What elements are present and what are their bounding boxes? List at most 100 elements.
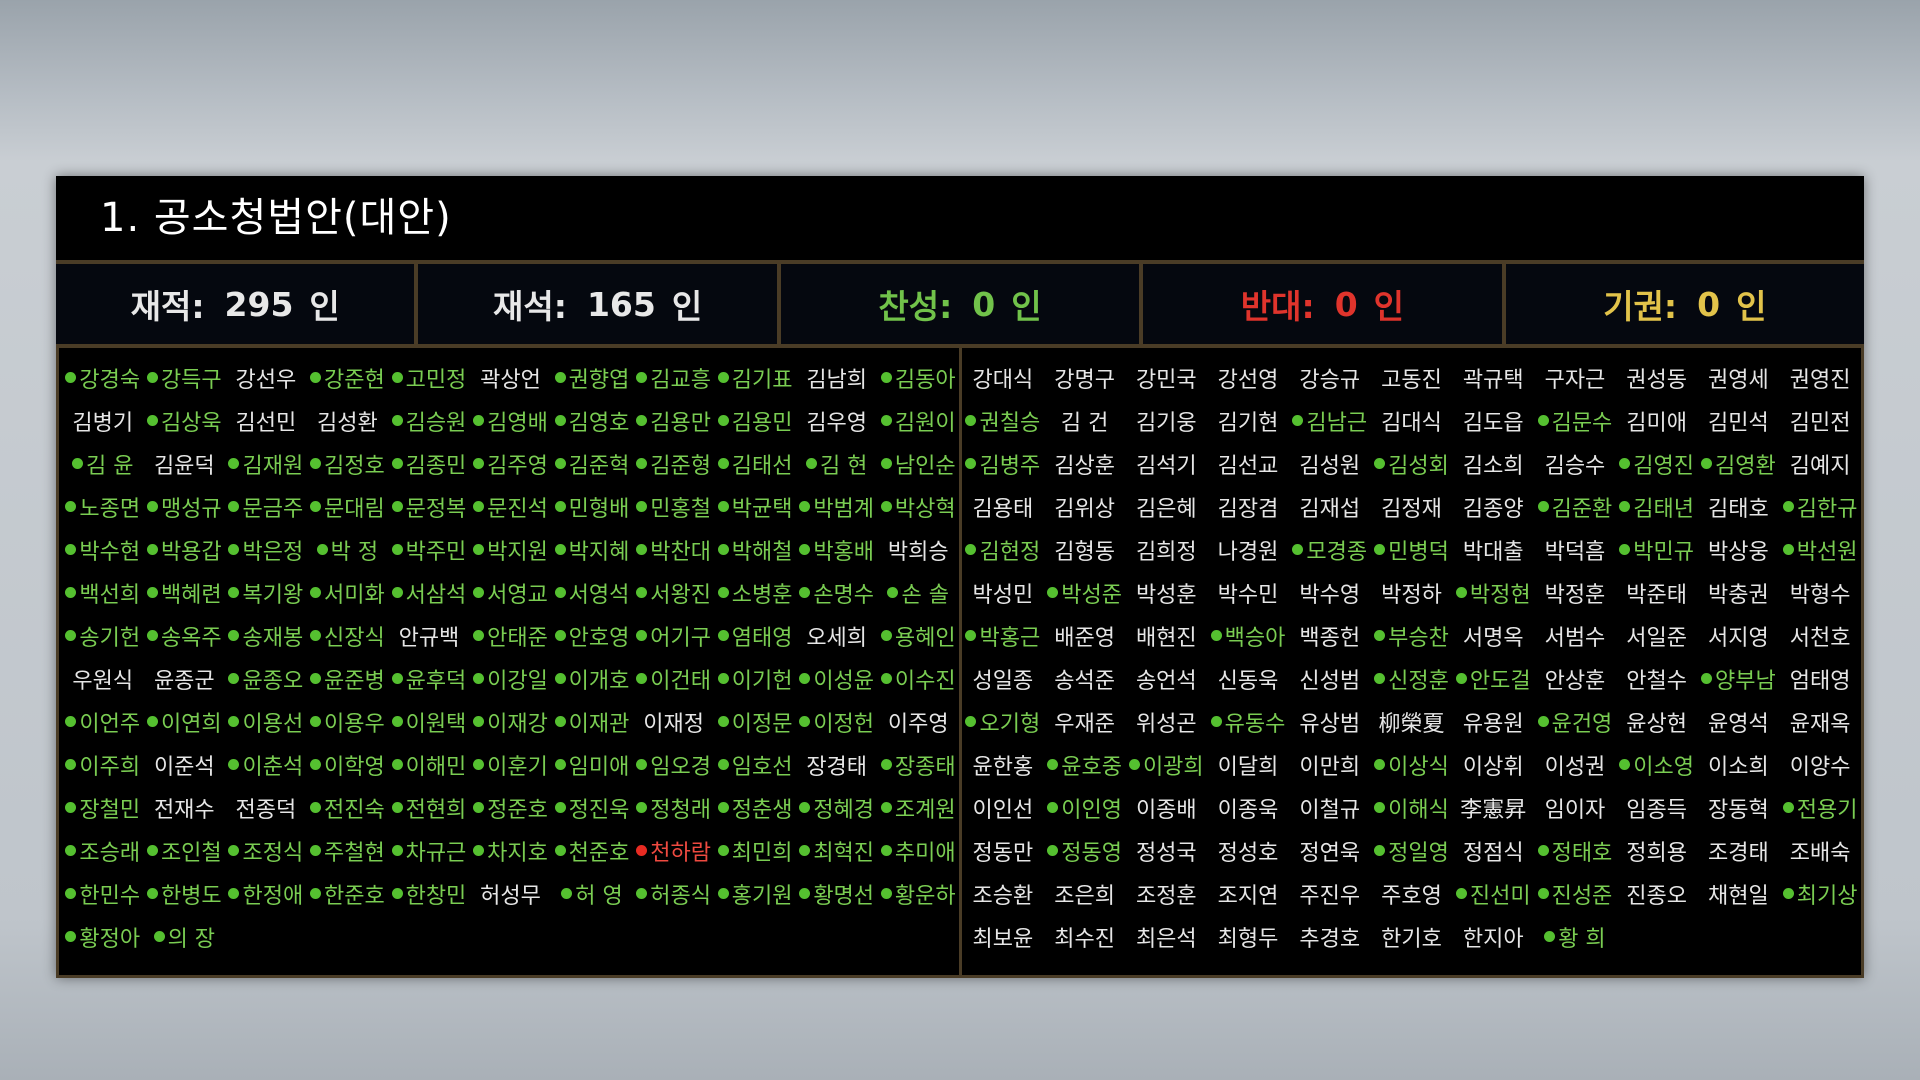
member-name: 송석준 bbox=[1054, 668, 1115, 694]
member-name: 송재봉 bbox=[242, 625, 304, 651]
member-cell: 남인순 bbox=[877, 442, 959, 485]
member-cell: 박홍근 bbox=[962, 614, 1044, 657]
member-cell: 박수민 bbox=[1207, 571, 1289, 614]
member-name: 이광희 bbox=[1142, 754, 1204, 780]
member-cell: 이해민 bbox=[388, 743, 470, 786]
member-name: 백선희 bbox=[79, 582, 141, 608]
member-name: 강대식 bbox=[972, 367, 1034, 393]
member-cell: 김종민 bbox=[388, 442, 470, 485]
stat-present-value: 165 bbox=[586, 284, 656, 324]
member-cell: 이상식 bbox=[1371, 743, 1453, 786]
vote-dot-icon bbox=[473, 845, 485, 856]
vote-dot-icon bbox=[391, 802, 403, 813]
vote-dot-icon bbox=[473, 716, 485, 727]
member-name: 김승수 bbox=[1544, 453, 1606, 479]
member-cell: 서지영 bbox=[1698, 614, 1780, 657]
vote-dot-icon bbox=[391, 458, 403, 469]
stat-abstain-label: 기권: bbox=[1603, 287, 1678, 326]
member-name: 민병덕 bbox=[1388, 539, 1449, 565]
member-name: 추경호 bbox=[1299, 926, 1361, 952]
member-cell: 박충권 bbox=[1698, 571, 1780, 614]
vote-dot-icon bbox=[391, 587, 403, 598]
member-cell: 김상훈 bbox=[1044, 442, 1126, 485]
member-name: 안태준 bbox=[487, 625, 548, 651]
member-name: 어기구 bbox=[650, 625, 711, 651]
vote-dot-icon bbox=[717, 415, 729, 426]
vote-dot-icon bbox=[717, 630, 729, 641]
vote-dot-icon bbox=[1619, 759, 1631, 770]
member-name: 이용우 bbox=[324, 711, 385, 737]
member-cell: 문대림 bbox=[307, 485, 389, 528]
member-name: 강명구 bbox=[1054, 367, 1115, 393]
member-cell: 모경종 bbox=[1289, 528, 1371, 571]
member-name: 김태년 bbox=[1633, 496, 1695, 522]
vote-dot-icon bbox=[1782, 501, 1794, 512]
member-cell: 권성동 bbox=[1616, 356, 1698, 399]
member-cell: 허성무 bbox=[470, 872, 552, 915]
vote-dot-icon bbox=[146, 716, 158, 727]
member-name: 李憲昇 bbox=[1460, 797, 1527, 823]
member-name: 모경종 bbox=[1306, 539, 1368, 565]
member-name: 장동혁 bbox=[1708, 797, 1769, 823]
member-cell: 서영교 bbox=[470, 571, 552, 614]
member-name: 서일준 bbox=[1626, 625, 1688, 651]
member-name: 이양수 bbox=[1789, 754, 1851, 780]
vote-dot-icon bbox=[1210, 630, 1222, 641]
member-name: 이재강 bbox=[487, 711, 548, 737]
vote-dot-icon bbox=[65, 802, 77, 813]
member-name: 백종헌 bbox=[1299, 625, 1361, 651]
vote-dot-icon bbox=[1374, 759, 1386, 770]
member-name: 김도읍 bbox=[1462, 410, 1524, 436]
vote-dot-icon bbox=[310, 372, 322, 383]
member-name: 조경태 bbox=[1708, 840, 1769, 866]
member-name: 황 희 bbox=[1558, 926, 1606, 952]
member-cell: 박정하 bbox=[1371, 571, 1453, 614]
member-cell: 정동만 bbox=[962, 829, 1044, 872]
stat-registered-unit: 인 bbox=[309, 287, 340, 326]
member-name: 신정훈 bbox=[1388, 668, 1449, 694]
vote-dot-icon bbox=[636, 458, 648, 469]
member-name: 안규백 bbox=[398, 625, 460, 651]
vote-dot-icon bbox=[310, 587, 322, 598]
vote-dot-icon bbox=[228, 716, 240, 727]
member-name: 윤종오 bbox=[242, 668, 304, 694]
member-cell: 백종헌 bbox=[1289, 614, 1371, 657]
member-cell: 최은석 bbox=[1125, 915, 1207, 958]
member-cell: 박성민 bbox=[962, 571, 1044, 614]
member-cell: 임종득 bbox=[1616, 786, 1698, 829]
vote-dot-icon bbox=[1374, 630, 1386, 641]
member-name: 엄태영 bbox=[1789, 668, 1851, 694]
vote-dot-icon bbox=[391, 673, 403, 684]
member-name: 손 솔 bbox=[901, 582, 949, 608]
member-name: 윤호중 bbox=[1061, 754, 1122, 780]
vote-dot-icon bbox=[887, 587, 899, 598]
member-name: 조계원 bbox=[894, 797, 956, 823]
member-name: 정동만 bbox=[972, 840, 1034, 866]
member-name: 김남근 bbox=[1306, 410, 1368, 436]
member-name: 임호선 bbox=[731, 754, 793, 780]
vote-dot-icon bbox=[554, 845, 566, 856]
member-cell: 김재섭 bbox=[1289, 485, 1371, 528]
member-name: 한지아 bbox=[1462, 926, 1524, 952]
member-cell: 정진욱 bbox=[551, 786, 633, 829]
member-name: 이학영 bbox=[324, 754, 385, 780]
vote-dot-icon bbox=[880, 845, 892, 856]
member-name: 정진욱 bbox=[568, 797, 630, 823]
member-cell: 김용만 bbox=[633, 399, 715, 442]
member-cell: 서명옥 bbox=[1452, 614, 1534, 657]
member-cell: 박수현 bbox=[62, 528, 144, 571]
member-cell: 박정훈 bbox=[1534, 571, 1616, 614]
member-name: 김장겸 bbox=[1217, 496, 1279, 522]
member-cell: 이춘석 bbox=[225, 743, 307, 786]
member-name: 문진석 bbox=[487, 496, 548, 522]
vote-dot-icon bbox=[799, 587, 811, 598]
vote-dot-icon bbox=[965, 630, 977, 641]
member-cell: 문진석 bbox=[470, 485, 552, 528]
member-cell: 이학영 bbox=[307, 743, 389, 786]
member-cell: 우원식 bbox=[62, 657, 144, 700]
member-cell: 우재준 bbox=[1044, 700, 1126, 743]
member-cell: 김선민 bbox=[225, 399, 307, 442]
vote-dot-icon bbox=[391, 716, 403, 727]
member-name: 이재정 bbox=[643, 711, 704, 737]
member-cell: 유용원 bbox=[1452, 700, 1534, 743]
